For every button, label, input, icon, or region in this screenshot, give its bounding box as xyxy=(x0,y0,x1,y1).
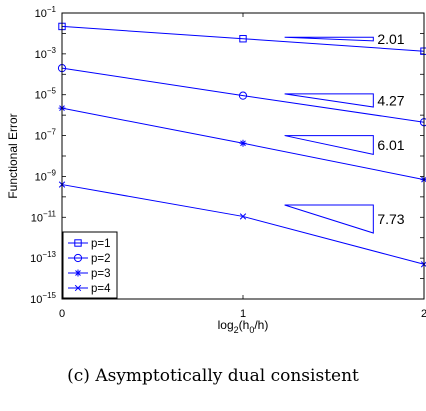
data-point-p=4 xyxy=(239,213,247,220)
y-tick-label: 10−9 xyxy=(35,168,57,183)
slope-triangle xyxy=(284,93,374,108)
data-point-p=1 xyxy=(239,35,247,43)
x-tick-label: 2 xyxy=(421,308,426,320)
legend-item: p=3 xyxy=(68,268,111,280)
legend-label: p=3 xyxy=(91,268,111,280)
x-tick-label: 1 xyxy=(240,308,246,320)
slope-label: 7.73 xyxy=(377,211,404,227)
y-tick-label: 10−13 xyxy=(30,250,56,265)
y-tick-labels: 10−15 10−13 10−11 10−9 10−7 10−5 10−3 10−1 xyxy=(30,5,56,306)
y-tick-label: 10−5 xyxy=(35,87,57,102)
legend-label: p=4 xyxy=(91,283,111,295)
legend-marker xyxy=(73,253,83,263)
slope-triangles: 2.01 4.27 6.01 7.73 xyxy=(284,31,405,234)
legend-marker xyxy=(74,269,82,277)
legend-marker xyxy=(74,239,82,247)
slope-label: 2.01 xyxy=(377,31,404,47)
y-tick-label: 10−15 xyxy=(30,291,56,306)
legend-label: p=1 xyxy=(91,238,111,250)
x-axis-label: log2(h0/h) xyxy=(218,318,269,335)
x-tick-label: 0 xyxy=(59,308,65,320)
legend-marker xyxy=(74,284,82,292)
slope-triangle xyxy=(284,36,374,42)
y-tick-label: 10−11 xyxy=(31,209,57,224)
data-point-p=3 xyxy=(239,139,247,147)
legend-item: p=4 xyxy=(68,283,111,295)
y-tick-label: 10−3 xyxy=(35,46,57,61)
series-line-p=2 xyxy=(61,67,425,123)
y-tick-label: 10−1 xyxy=(35,5,57,20)
legend-item: p=1 xyxy=(68,238,111,250)
figure-caption: (c) Asymptotically dual consistent xyxy=(67,366,359,386)
slope-triangle xyxy=(284,204,374,234)
legend-label: p=2 xyxy=(91,253,111,265)
series-line-p=1 xyxy=(61,25,425,52)
y-tick-label: 10−7 xyxy=(35,128,57,143)
slope-triangle xyxy=(284,135,374,155)
legend-item: p=2 xyxy=(68,253,111,265)
data-point-p=2 xyxy=(238,91,248,100)
legend: p=1 p=2 p=3 p=4 xyxy=(62,231,118,299)
plot-frame xyxy=(61,12,425,300)
x-tick-labels: 0 1 2 xyxy=(59,308,426,320)
plot-background xyxy=(62,13,424,299)
slope-label: 6.01 xyxy=(377,137,404,153)
slope-label: 4.27 xyxy=(377,92,404,108)
y-axis-label: Functional Error xyxy=(6,113,20,198)
